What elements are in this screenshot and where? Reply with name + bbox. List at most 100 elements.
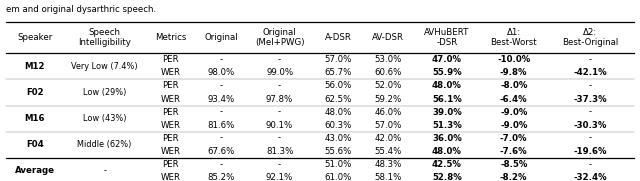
Text: AVHuBERT
-DSR: AVHuBERT -DSR [424,28,470,47]
Text: WER: WER [161,94,181,104]
Text: 42.0%: 42.0% [374,134,402,143]
Text: 43.0%: 43.0% [324,134,352,143]
Text: -: - [589,134,592,143]
Text: Δ1:
Best-Worst: Δ1: Best-Worst [490,28,537,47]
Text: PER: PER [163,134,179,143]
Text: 92.1%: 92.1% [266,173,293,181]
Text: -: - [220,108,223,117]
Text: 98.0%: 98.0% [207,68,235,77]
Text: -: - [589,160,592,169]
Text: Δ2:
Best-Original: Δ2: Best-Original [563,28,618,47]
Text: PER: PER [163,55,179,64]
Text: 53.0%: 53.0% [374,55,402,64]
Text: 52.8%: 52.8% [432,173,461,181]
Text: -: - [278,55,281,64]
Text: 97.8%: 97.8% [266,94,293,104]
Text: Speaker: Speaker [17,33,52,42]
Text: Original: Original [204,33,238,42]
Text: 59.2%: 59.2% [374,94,402,104]
Text: 46.0%: 46.0% [374,108,402,117]
Text: -8.0%: -8.0% [500,81,527,90]
Text: -7.6%: -7.6% [500,147,527,156]
Text: Average: Average [15,166,55,175]
Text: 36.0%: 36.0% [432,134,461,143]
Text: PER: PER [163,108,179,117]
Text: A-DSR: A-DSR [324,33,351,42]
Text: 39.0%: 39.0% [432,108,461,117]
Text: -37.3%: -37.3% [573,94,607,104]
Text: 48.0%: 48.0% [432,147,462,156]
Text: -: - [589,108,592,117]
Text: -8.2%: -8.2% [500,173,527,181]
Text: 60.6%: 60.6% [374,68,402,77]
Text: 99.0%: 99.0% [266,68,293,77]
Text: -6.4%: -6.4% [500,94,527,104]
Text: 56.1%: 56.1% [432,94,461,104]
Text: 57.0%: 57.0% [374,121,402,130]
Text: 57.0%: 57.0% [324,55,352,64]
Text: -9.0%: -9.0% [500,108,527,117]
Text: 48.3%: 48.3% [374,160,402,169]
Text: 48.0%: 48.0% [324,108,352,117]
Text: -7.0%: -7.0% [500,134,527,143]
Text: 58.1%: 58.1% [374,173,402,181]
Text: 51.0%: 51.0% [324,160,352,169]
Text: 52.0%: 52.0% [374,81,402,90]
Text: 48.0%: 48.0% [432,81,462,90]
Text: 65.7%: 65.7% [324,68,352,77]
Text: WER: WER [161,173,181,181]
Text: -32.4%: -32.4% [573,173,607,181]
Text: 90.1%: 90.1% [266,121,293,130]
Text: 81.3%: 81.3% [266,147,293,156]
Text: -: - [278,134,281,143]
Text: 60.3%: 60.3% [324,121,352,130]
Text: -10.0%: -10.0% [497,55,531,64]
Text: Original
(Mel+PWG): Original (Mel+PWG) [255,28,305,47]
Text: -: - [589,81,592,90]
Text: -: - [220,55,223,64]
Text: Speech
Intelligibility: Speech Intelligibility [78,28,131,47]
Text: Low (29%): Low (29%) [83,88,126,97]
Text: 62.5%: 62.5% [324,94,352,104]
Text: Very Low (7.4%): Very Low (7.4%) [71,62,138,71]
Text: 42.5%: 42.5% [432,160,462,169]
Text: -: - [220,160,223,169]
Text: 85.2%: 85.2% [207,173,235,181]
Text: PER: PER [163,81,179,90]
Text: Low (43%): Low (43%) [83,114,127,123]
Text: -9.0%: -9.0% [500,121,527,130]
Text: F02: F02 [26,88,44,97]
Text: Middle (62%): Middle (62%) [77,140,132,149]
Text: M16: M16 [25,114,45,123]
Text: AV-DSR: AV-DSR [372,33,404,42]
Text: -: - [278,81,281,90]
Text: 55.6%: 55.6% [324,147,352,156]
Text: 51.3%: 51.3% [432,121,461,130]
Text: -8.5%: -8.5% [500,160,527,169]
Text: -: - [589,55,592,64]
Text: 81.6%: 81.6% [207,121,235,130]
Text: -: - [220,134,223,143]
Text: PER: PER [163,160,179,169]
Text: -30.3%: -30.3% [573,121,607,130]
Text: -: - [103,166,106,175]
Text: -: - [220,81,223,90]
Text: WER: WER [161,68,181,77]
Text: 93.4%: 93.4% [207,94,235,104]
Text: Metrics: Metrics [155,33,186,42]
Text: 67.6%: 67.6% [207,147,235,156]
Text: 55.4%: 55.4% [374,147,402,156]
Text: -9.8%: -9.8% [500,68,527,77]
Text: em and original dysarthric speech.: em and original dysarthric speech. [6,5,157,14]
Text: M12: M12 [25,62,45,71]
Text: -42.1%: -42.1% [573,68,607,77]
Text: F04: F04 [26,140,44,149]
Text: -: - [278,108,281,117]
Text: -19.6%: -19.6% [573,147,607,156]
Text: WER: WER [161,147,181,156]
Text: 56.0%: 56.0% [324,81,352,90]
Text: 47.0%: 47.0% [432,55,462,64]
Text: -: - [278,160,281,169]
Text: WER: WER [161,121,181,130]
Text: 61.0%: 61.0% [324,173,352,181]
